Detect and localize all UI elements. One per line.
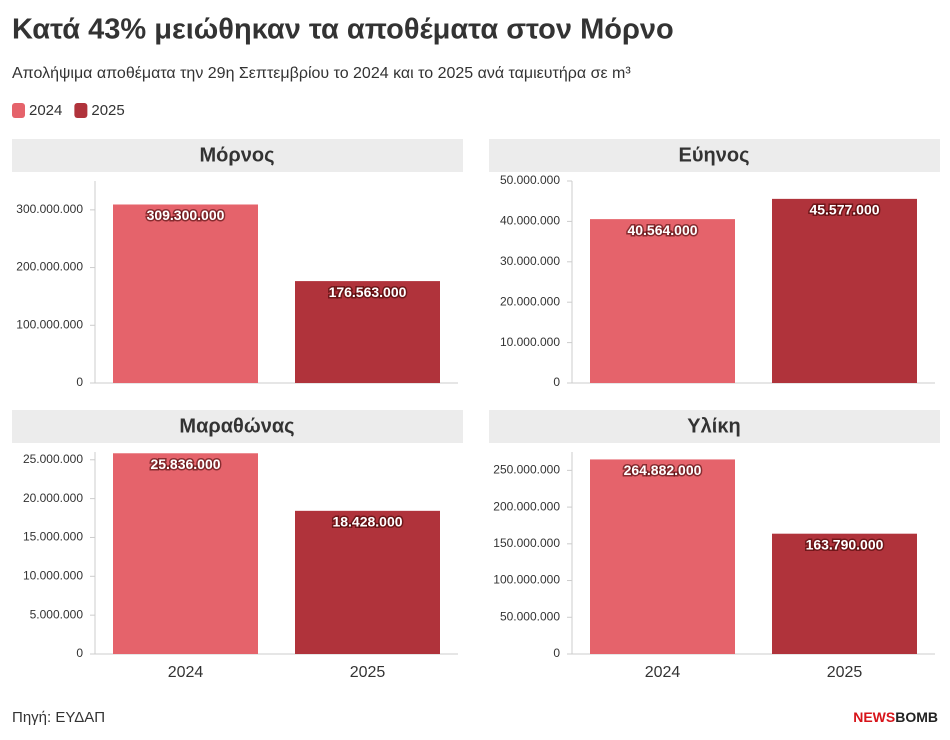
panel-header	[489, 139, 940, 172]
panel-title: Μόρνος	[200, 144, 275, 166]
bar	[590, 459, 735, 654]
value-label: 40.564.000	[627, 222, 697, 238]
y-tick-label: 100.000.000	[493, 573, 560, 587]
bar	[295, 510, 440, 654]
y-tick-label: 40.000.000	[500, 214, 560, 228]
subtitle: Απολήψιμα αποθέματα την 29η Σεπτεμβρίου …	[12, 65, 631, 82]
bar	[772, 198, 917, 383]
y-tick-label: 150.000.000	[493, 536, 560, 550]
bar	[113, 204, 258, 383]
value-label: 18.428.000	[332, 514, 402, 530]
bar	[772, 533, 917, 654]
value-label: 25.836.000	[150, 456, 220, 472]
x-tick-label: 2024	[645, 664, 681, 681]
x-tick-label: 2025	[350, 664, 386, 681]
y-tick-label: 20.000.000	[23, 491, 83, 505]
y-tick-label: 250.000.000	[493, 463, 560, 477]
y-tick-label: 10.000.000	[23, 568, 83, 582]
panel-header	[12, 139, 463, 172]
y-tick-label: 0	[553, 646, 560, 660]
logo-part: NEWS	[853, 709, 895, 725]
value-label: 264.882.000	[624, 462, 702, 478]
legend-swatch	[12, 103, 25, 118]
y-tick-label: 300.000.000	[16, 202, 83, 216]
panel-title: Εύηνος	[679, 144, 750, 166]
x-tick-label: 2025	[827, 664, 863, 681]
value-label: 163.790.000	[806, 536, 884, 552]
y-tick-label: 100.000.000	[16, 317, 83, 331]
y-tick-label: 25.000.000	[23, 452, 83, 466]
y-tick-label: 10.000.000	[500, 335, 560, 349]
legend-label: 2024	[29, 102, 62, 119]
legend-swatch	[74, 103, 88, 118]
y-tick-label: 200.000.000	[16, 260, 83, 274]
y-tick-label: 20.000.000	[500, 294, 560, 308]
y-tick-label: 0	[76, 646, 83, 660]
y-tick-label: 200.000.000	[493, 499, 560, 513]
title: Κατά 43% μειώθηκαν τα αποθέματα στον Μόρ…	[12, 14, 674, 46]
y-tick-label: 15.000.000	[23, 530, 83, 544]
logo-part: BOMB	[895, 709, 938, 725]
panel-header	[489, 410, 940, 443]
x-tick-label: 2024	[168, 664, 204, 681]
y-tick-label: 5.000.000	[30, 607, 84, 621]
y-tick-label: 0	[553, 375, 560, 389]
y-tick-label: 50.000.000	[500, 173, 560, 187]
value-label: 309.300.000	[147, 207, 225, 223]
bar	[295, 281, 440, 383]
panel-title: Μαραθώνας	[179, 415, 294, 437]
bar	[113, 453, 258, 654]
y-tick-label: 50.000.000	[500, 609, 560, 623]
y-tick-label: 30.000.000	[500, 254, 560, 268]
logo: NEWSBOMB	[853, 709, 938, 725]
value-label: 45.577.000	[809, 202, 879, 218]
panel-header	[12, 410, 463, 443]
y-tick-label: 0	[76, 375, 83, 389]
legend-label: 2025	[91, 102, 124, 119]
panel-title: Υλίκη	[687, 415, 740, 437]
bar	[590, 219, 735, 383]
value-label: 176.563.000	[329, 284, 407, 300]
source: Πηγή: ΕΥΔΑΠ	[12, 709, 105, 726]
